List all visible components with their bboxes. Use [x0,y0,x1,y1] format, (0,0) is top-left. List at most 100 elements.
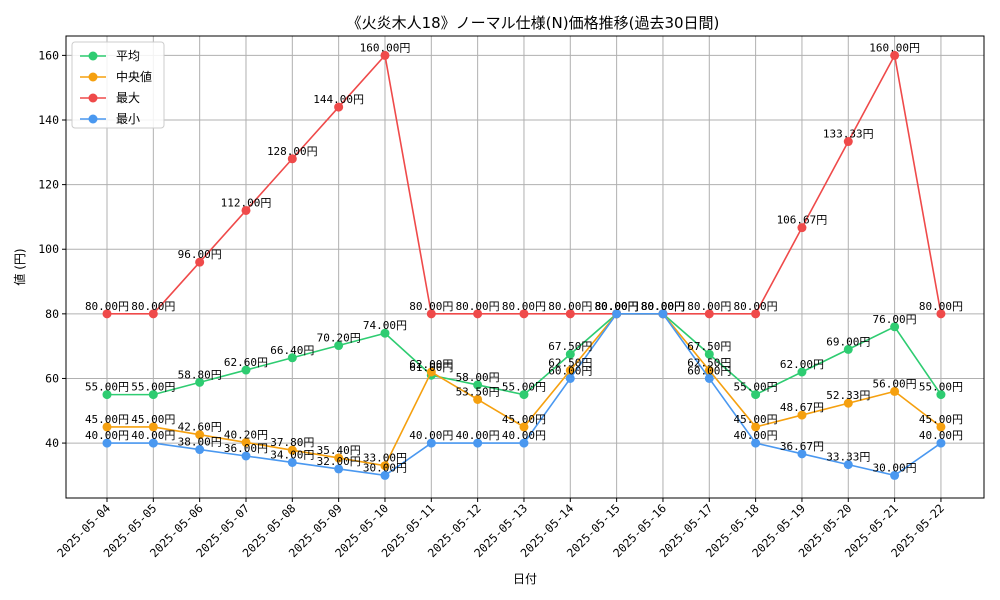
data-point [519,422,529,432]
data-point [751,390,761,400]
data-point [287,457,297,467]
data-label: 40.00円 [919,429,963,442]
data-point [936,438,946,448]
data-point [241,205,251,215]
data-label: 55.00円 [85,381,129,394]
y-axis-label: 値 (円) [12,248,27,285]
data-point [936,390,946,400]
data-label: 76.00円 [873,313,917,326]
data-label: 62.50円 [548,356,592,369]
data-point [704,373,714,383]
data-point [195,445,205,455]
data-label: 40.00円 [409,429,453,442]
y-tick-label: 120 [38,178,59,192]
data-label: 30.00円 [873,461,917,474]
data-label: 80.00円 [641,300,685,313]
data-point [195,257,205,267]
data-point [751,438,761,448]
data-label: 80.00円 [734,300,778,313]
data-labels: 55.00円 55.00円58.80円62.60円66.40円70.20円74.0… [85,41,963,474]
data-label: 80.00円 [502,300,546,313]
data-label: 40.20円 [224,428,268,441]
legend-marker [88,93,98,103]
data-point [704,309,714,319]
y-tick-label: 140 [38,113,59,127]
data-label: 80.00円 [919,300,963,313]
data-label: 36.00円 [224,442,268,455]
data-label: 55.00円 [919,381,963,394]
data-label: 128.00円 [267,145,318,158]
data-point [890,386,900,396]
data-label: 80.00円 [595,300,639,313]
data-label: 45.00円 [919,413,963,426]
data-point [380,50,390,60]
data-label: 33.33円 [826,451,870,464]
data-label: 69.00円 [826,335,870,348]
data-point [473,394,483,404]
legend-label: 最小 [116,112,140,126]
data-label: 70.20円 [317,332,361,345]
data-point [334,102,344,112]
legend-marker [88,72,98,82]
data-point [148,390,158,400]
data-point [843,398,853,408]
data-label: 48.67円 [780,401,824,414]
data-label: 80.00円 [85,300,129,313]
data-label: 56.00円 [873,377,917,390]
data-point [334,341,344,351]
y-tick-label: 60 [45,371,59,385]
data-label: 80.00円 [595,300,639,313]
data-label: 36.67円 [780,440,824,453]
data-point [195,430,205,440]
data-point [658,309,668,319]
legend-label: 最大 [116,91,140,105]
data-point [612,309,622,319]
data-point [241,365,251,375]
data-label: 80.00円 [595,300,639,313]
data-label: 80.00円 [641,300,685,313]
data-label: 80.00円 [687,300,731,313]
y-tick-label: 100 [38,242,59,256]
data-label: 45.00円 [131,413,175,426]
data-label: 33.00円 [363,452,407,465]
data-point [797,223,807,233]
data-label: 80.00円 [641,300,685,313]
data-point [102,438,112,448]
data-label: 80.00円 [456,300,500,313]
data-point [148,309,158,319]
plot-frame [65,35,985,499]
data-label: 58.00円 [456,371,500,384]
data-label: 45.00円 [85,413,129,426]
data-label: 80.00円 [595,300,639,313]
data-point [334,464,344,474]
data-label: 42.60円 [178,421,222,434]
data-label: 40.00円 [456,429,500,442]
data-label: 80.00円 [131,300,175,313]
data-point [473,309,483,319]
data-label: 61.00円 [409,361,453,374]
data-label: 62.00円 [780,358,824,371]
data-point [565,365,575,375]
data-point [241,451,251,461]
data-point [426,309,436,319]
data-label: 62.50円 [687,356,731,369]
data-label: 30.00円 [363,461,407,474]
data-point [287,445,297,455]
data-label: 62.00円 [409,358,453,371]
data-label: 133.33円 [823,128,874,141]
data-label: 40.00円 [502,429,546,442]
data-point [936,422,946,432]
data-label: 160.00円 [869,41,920,54]
data-point [797,410,807,420]
legend-marker [88,114,98,124]
data-point [426,367,436,377]
data-point [473,380,483,390]
data-label: 55.00円 [131,381,175,394]
data-point [890,50,900,60]
data-point [936,309,946,319]
data-label: 45.00円 [734,413,778,426]
series-layer [102,50,946,480]
data-label: 52.33円 [826,389,870,402]
data-point [704,349,714,359]
